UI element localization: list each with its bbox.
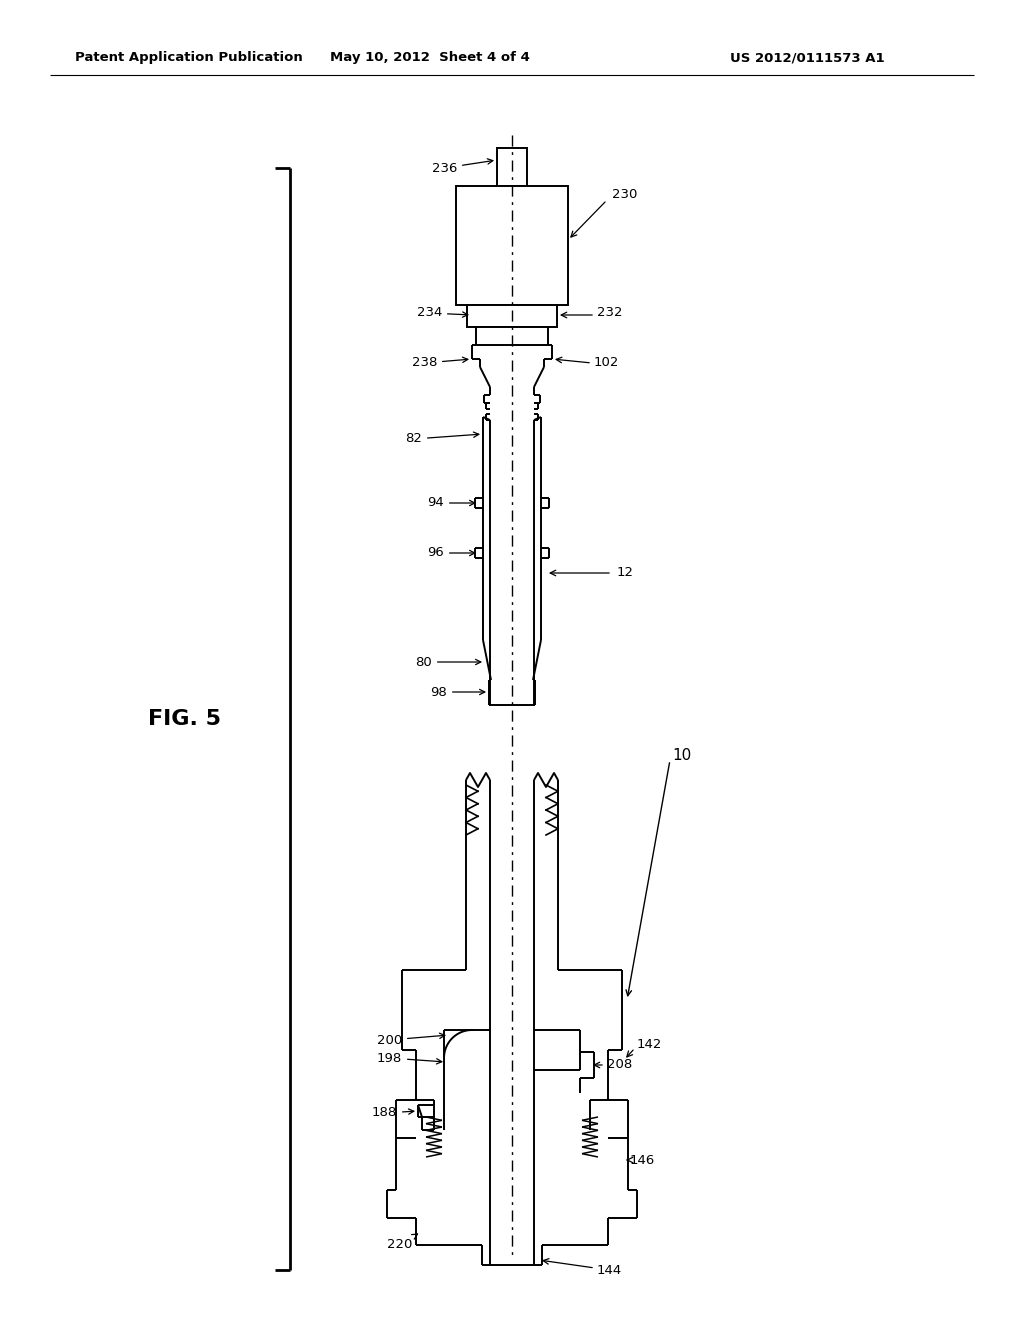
Text: 234: 234 bbox=[417, 306, 468, 319]
Text: 144: 144 bbox=[597, 1263, 623, 1276]
Text: 236: 236 bbox=[432, 158, 493, 174]
Text: 94: 94 bbox=[427, 496, 475, 510]
Text: 220: 220 bbox=[387, 1234, 418, 1251]
Bar bbox=[456, 186, 568, 305]
Text: 10: 10 bbox=[672, 747, 691, 763]
Text: 98: 98 bbox=[430, 685, 484, 698]
Text: US 2012/0111573 A1: US 2012/0111573 A1 bbox=[730, 51, 885, 65]
Text: 230: 230 bbox=[612, 189, 637, 202]
Text: 12: 12 bbox=[617, 566, 634, 579]
Bar bbox=[476, 327, 548, 345]
Text: 96: 96 bbox=[427, 546, 475, 560]
Text: FIG. 5: FIG. 5 bbox=[148, 709, 221, 729]
Text: 80: 80 bbox=[416, 656, 481, 668]
Bar bbox=[497, 148, 527, 186]
Bar bbox=[467, 305, 557, 327]
Text: 198: 198 bbox=[377, 1052, 441, 1064]
Text: 200: 200 bbox=[377, 1034, 444, 1047]
Text: 232: 232 bbox=[597, 306, 623, 319]
Text: May 10, 2012  Sheet 4 of 4: May 10, 2012 Sheet 4 of 4 bbox=[330, 51, 530, 65]
Text: 188: 188 bbox=[372, 1106, 414, 1119]
Text: 82: 82 bbox=[406, 432, 479, 446]
Text: 238: 238 bbox=[412, 356, 468, 370]
Text: 142: 142 bbox=[637, 1039, 663, 1052]
Text: 146: 146 bbox=[630, 1154, 655, 1167]
Text: 102: 102 bbox=[594, 356, 620, 370]
Text: 208: 208 bbox=[607, 1059, 632, 1072]
Text: Patent Application Publication: Patent Application Publication bbox=[75, 51, 303, 65]
